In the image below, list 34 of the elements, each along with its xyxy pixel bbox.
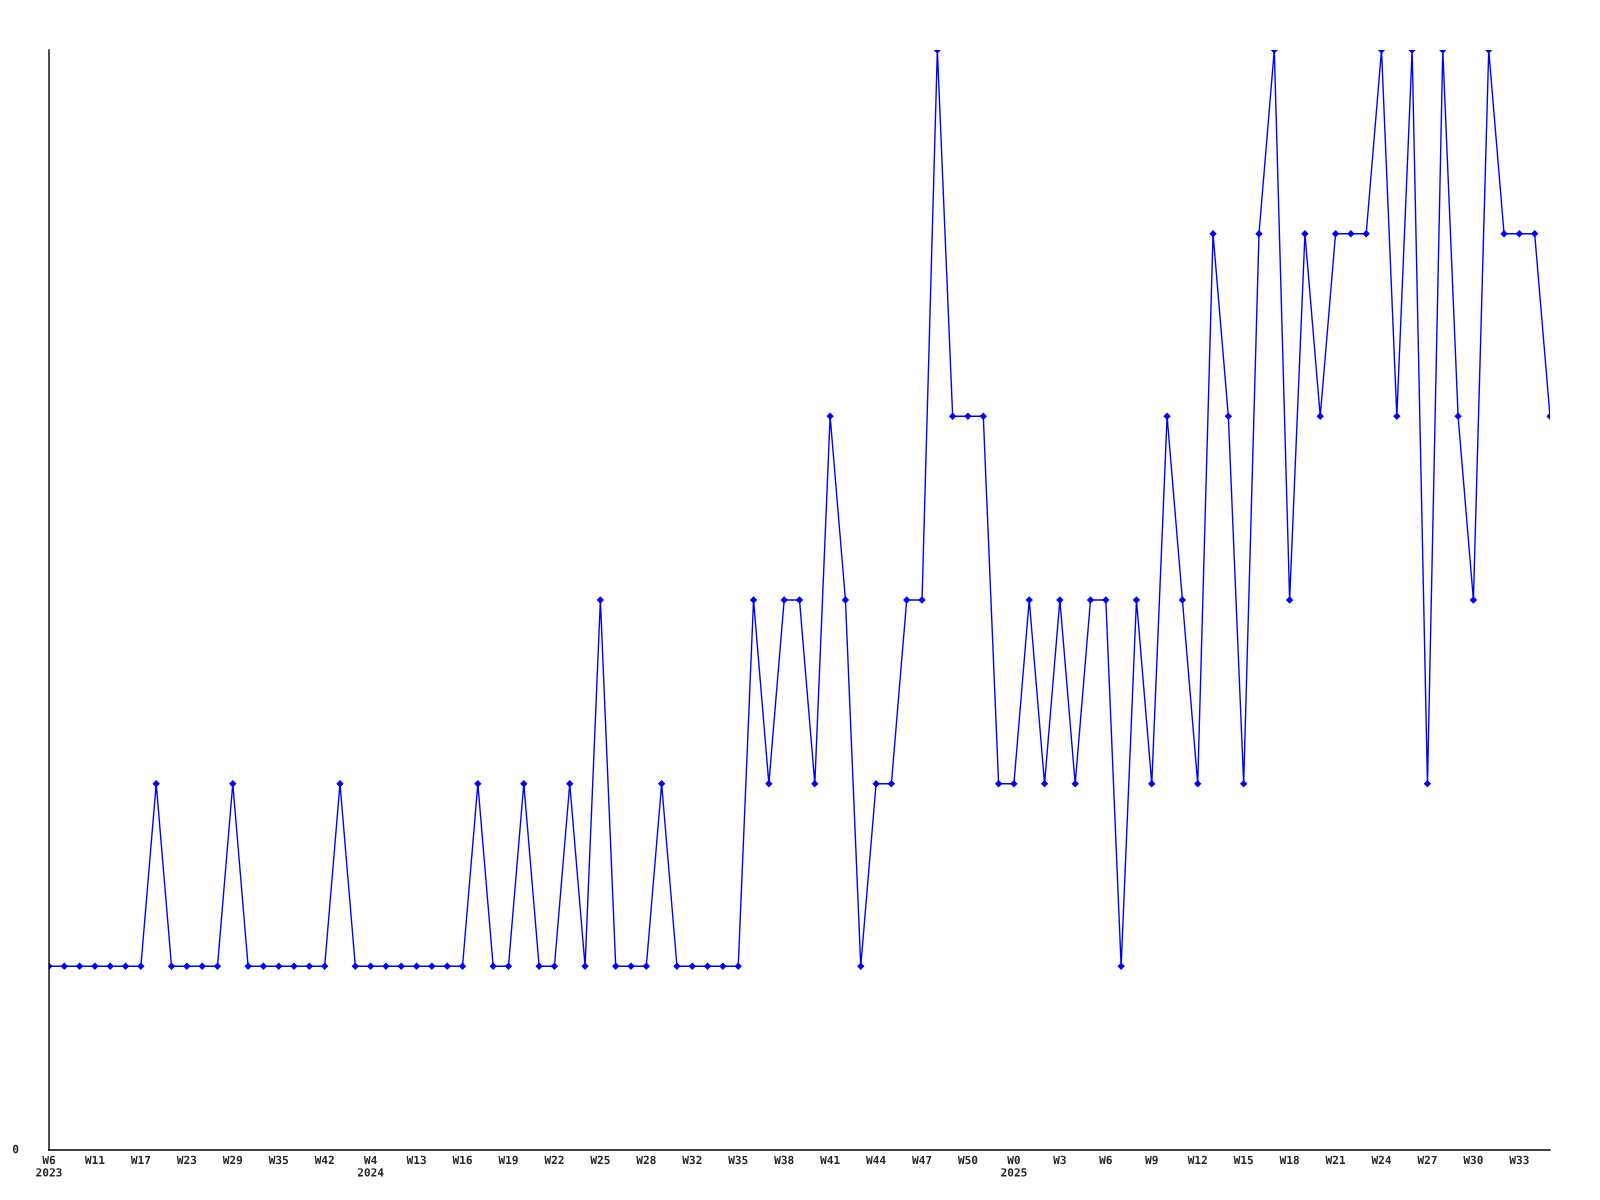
x-tick-label: W32: [682, 1155, 702, 1165]
x-tick-label: W18: [1279, 1155, 1299, 1165]
text: 0: [12, 1144, 19, 1154]
x-tick-label: W0 2025: [1001, 1155, 1027, 1177]
x-tick-label: W9: [1145, 1155, 1158, 1165]
x-tick-label: W33: [1509, 1155, 1529, 1165]
x-tick-label: W11: [84, 1155, 105, 1164]
x-tick-label: W6 2023: [36, 1155, 62, 1177]
x-tick-label: W21: [1325, 1155, 1346, 1164]
x-tick-label: W15: [1233, 1155, 1253, 1165]
x-tick-label: W50: [957, 1155, 978, 1165]
x-tick-label: W24: [1371, 1155, 1392, 1164]
x-tick-label: W38: [774, 1155, 794, 1165]
x-tick-label: W28: [636, 1155, 656, 1165]
x-tick-label: W30: [1463, 1155, 1483, 1165]
x-tick-label: W35: [728, 1155, 748, 1165]
x-tick-label: W29: [222, 1155, 243, 1165]
x-tick-label: W27: [1417, 1155, 1437, 1164]
x-tick-label: W4 2024: [357, 1155, 384, 1177]
x-tick-label: W47: [912, 1155, 932, 1164]
x-tick-label: W6: [1099, 1155, 1112, 1165]
x-tick-label: W35: [268, 1155, 289, 1165]
x-tick-label: W13: [406, 1155, 426, 1165]
x-tick-label: W19: [498, 1155, 518, 1165]
x-tick-label: W12: [1187, 1155, 1207, 1164]
x-tick-label: W16: [452, 1155, 472, 1165]
x-tick-label: W23: [176, 1155, 197, 1165]
x-tick-label: W42: [314, 1155, 334, 1164]
x-tick-label: W25: [590, 1155, 610, 1165]
x-tick-label: W3: [1053, 1155, 1066, 1165]
x-tick-label: W44: [866, 1155, 886, 1164]
x-tick-label: W22: [544, 1155, 564, 1164]
x-tick-label: W17: [130, 1155, 151, 1164]
x-tick-label: W41: [820, 1155, 840, 1164]
